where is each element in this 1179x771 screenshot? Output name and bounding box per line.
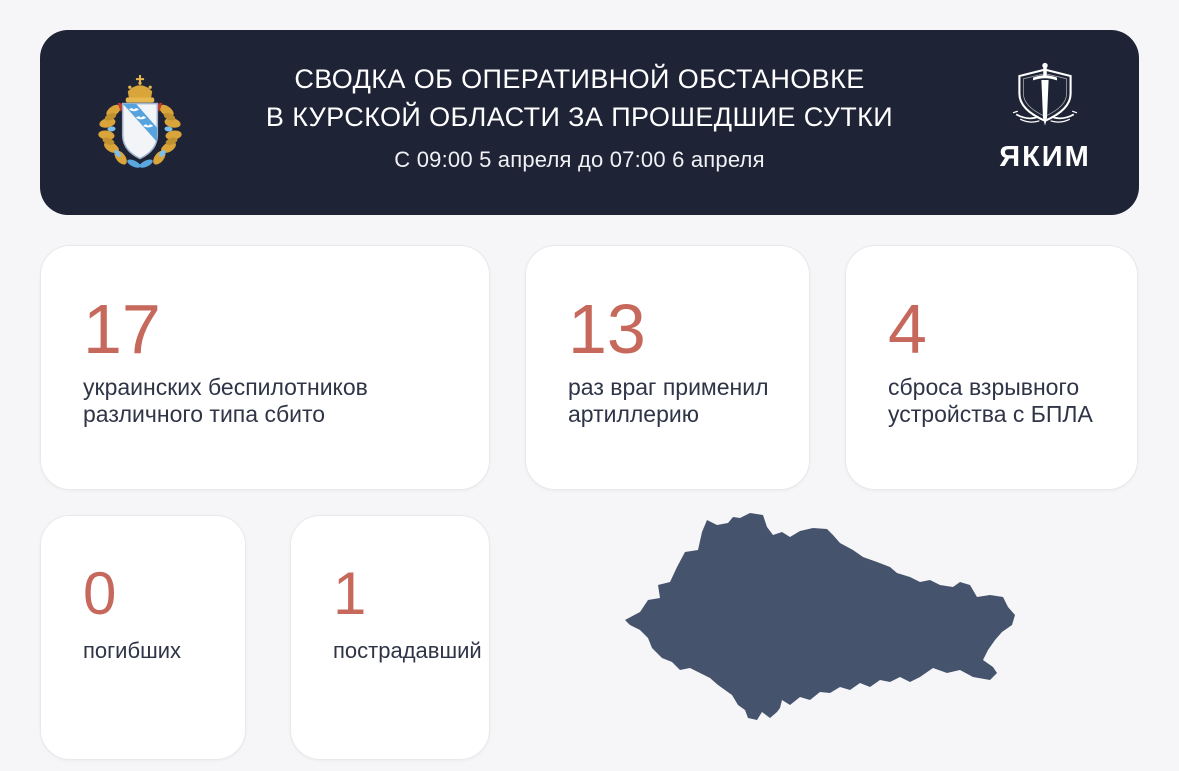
stat-card-uav-drops: 4 сброса взрывного устройства с БПЛА — [845, 245, 1138, 490]
page-title-line2: В КУРСКОЙ ОБЛАСТИ ЗА ПРОШЕДШИЕ СУТКИ — [265, 102, 894, 132]
stat-card-injured: 1 пострадавший — [290, 515, 490, 760]
stat-value: 4 — [888, 290, 927, 368]
stat-label: украинских беспилотников различного типа… — [83, 374, 368, 427]
yakim-logo: ЯКИМ — [967, 60, 1123, 174]
header-banner: СВОДКА ОБ ОПЕРАТИВНОЙ ОБСТАНОВКЕ В КУРСК… — [40, 30, 1139, 215]
stat-label: погибших — [83, 638, 182, 663]
header-titles: СВОДКА ОБ ОПЕРАТИВНОЙ ОБСТАНОВКЕ В КУРСК… — [210, 60, 949, 173]
stat-value: 13 — [568, 290, 646, 368]
stat-label: сброса взрывного устройства с БПЛА — [888, 374, 1093, 427]
page-title-line1: СВОДКА ОБ ОПЕРАТИВНОЙ ОБСТАНОВКЕ — [294, 64, 865, 94]
stat-value: 0 — [83, 560, 117, 627]
kursk-coat-of-arms-icon — [98, 75, 182, 168]
report-period: С 09:00 5 апреля до 07:00 6 апреля — [394, 147, 765, 172]
kursk-region-map-icon — [625, 513, 1015, 720]
stat-label: пострадавший — [333, 638, 482, 663]
stat-card-drones: 17 украинских беспилотников различного т… — [40, 245, 490, 490]
yakim-logo-text: ЯКИМ — [999, 141, 1091, 173]
stat-value: 1 — [333, 560, 367, 627]
stat-label: раз враг применил артиллерию — [568, 374, 769, 427]
stat-value: 17 — [83, 290, 161, 368]
stat-card-artillery: 13 раз враг применил артиллерию — [525, 245, 810, 490]
stat-card-killed: 0 погибших — [40, 515, 246, 760]
shield-sword-icon — [1012, 62, 1078, 126]
